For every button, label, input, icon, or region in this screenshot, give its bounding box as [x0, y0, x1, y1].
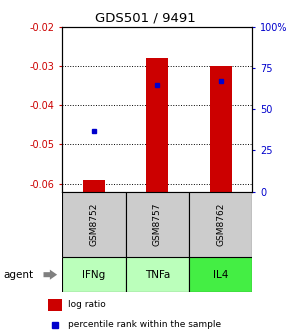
- Bar: [62, 192, 126, 257]
- Text: IFNg: IFNg: [82, 270, 106, 280]
- Text: TNFa: TNFa: [145, 270, 170, 280]
- Text: log ratio: log ratio: [68, 300, 106, 309]
- Text: GDS501 / 9491: GDS501 / 9491: [95, 12, 195, 25]
- Text: GSM8757: GSM8757: [153, 203, 162, 246]
- Text: GSM8762: GSM8762: [216, 203, 225, 246]
- Bar: [62, 257, 126, 292]
- Bar: [126, 257, 189, 292]
- Bar: [146, 58, 168, 192]
- Text: percentile rank within the sample: percentile rank within the sample: [68, 320, 222, 329]
- Bar: [83, 180, 105, 192]
- Bar: [189, 192, 252, 257]
- Text: IL4: IL4: [213, 270, 228, 280]
- Text: agent: agent: [3, 270, 33, 280]
- Bar: [126, 192, 189, 257]
- Bar: [48, 299, 62, 311]
- Text: GSM8752: GSM8752: [90, 203, 99, 246]
- Bar: [189, 257, 252, 292]
- Bar: [210, 66, 232, 192]
